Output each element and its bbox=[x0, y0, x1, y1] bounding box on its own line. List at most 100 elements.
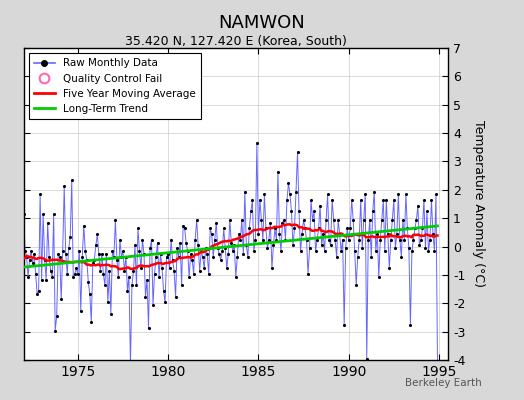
Point bbox=[427, 197, 435, 203]
Point bbox=[325, 237, 333, 243]
Point bbox=[93, 231, 102, 237]
Point bbox=[344, 237, 353, 243]
Point bbox=[223, 265, 231, 271]
Point bbox=[349, 217, 357, 223]
Point bbox=[45, 254, 53, 260]
Point bbox=[179, 222, 187, 229]
Point bbox=[66, 234, 74, 240]
Point bbox=[220, 225, 228, 232]
Point bbox=[268, 265, 276, 271]
Point bbox=[388, 217, 397, 223]
Point bbox=[214, 245, 222, 252]
Point bbox=[301, 225, 309, 232]
Point bbox=[253, 140, 261, 146]
Point bbox=[140, 251, 148, 257]
Point bbox=[293, 149, 302, 155]
Point bbox=[285, 180, 293, 186]
Point bbox=[355, 237, 364, 243]
Point bbox=[430, 248, 439, 254]
Point bbox=[372, 248, 380, 254]
Point bbox=[81, 248, 90, 254]
Point bbox=[110, 254, 118, 260]
Point bbox=[249, 248, 258, 254]
Title: 35.420 N, 127.420 E (Korea, South): 35.420 N, 127.420 E (Korea, South) bbox=[125, 35, 347, 48]
Point bbox=[242, 242, 250, 249]
Point bbox=[36, 191, 45, 198]
Point bbox=[143, 276, 151, 283]
Point bbox=[154, 240, 162, 246]
Point bbox=[311, 248, 320, 254]
Point bbox=[161, 299, 169, 306]
Point bbox=[182, 240, 190, 246]
Point bbox=[104, 299, 112, 306]
Point bbox=[227, 240, 235, 246]
Point bbox=[328, 197, 336, 203]
Point bbox=[391, 245, 399, 252]
Point bbox=[364, 237, 373, 243]
Point bbox=[107, 310, 115, 317]
Point bbox=[304, 271, 312, 277]
Point bbox=[418, 225, 427, 232]
Point bbox=[244, 254, 252, 260]
Point bbox=[375, 274, 383, 280]
Point bbox=[135, 248, 144, 254]
Point bbox=[261, 225, 270, 232]
Point bbox=[215, 251, 223, 257]
Point bbox=[168, 256, 177, 263]
Point bbox=[216, 256, 225, 263]
Point bbox=[158, 265, 166, 271]
Point bbox=[429, 231, 437, 237]
Point bbox=[272, 237, 281, 243]
Point bbox=[187, 251, 195, 257]
Point bbox=[43, 220, 52, 226]
Point bbox=[30, 251, 38, 257]
Point bbox=[326, 242, 335, 249]
Point bbox=[332, 254, 341, 260]
Point bbox=[394, 191, 402, 198]
Point bbox=[319, 231, 328, 237]
Point bbox=[232, 274, 240, 280]
Point bbox=[200, 265, 209, 271]
Point bbox=[323, 191, 332, 198]
Point bbox=[370, 188, 378, 195]
Point bbox=[409, 237, 418, 243]
Point bbox=[185, 274, 193, 280]
Point bbox=[21, 248, 29, 254]
Point bbox=[111, 217, 119, 223]
Point bbox=[426, 237, 434, 243]
Point bbox=[237, 217, 246, 223]
Point bbox=[352, 282, 361, 288]
Point bbox=[194, 242, 202, 249]
Point bbox=[102, 251, 111, 257]
Point bbox=[71, 271, 79, 277]
Point bbox=[302, 237, 311, 243]
Point bbox=[171, 293, 180, 300]
Point bbox=[90, 256, 99, 263]
Point bbox=[113, 256, 121, 263]
Point bbox=[97, 251, 106, 257]
Point bbox=[85, 290, 94, 297]
Point bbox=[245, 225, 254, 232]
Point bbox=[203, 251, 211, 257]
Point bbox=[206, 225, 214, 232]
Point bbox=[212, 220, 221, 226]
Point bbox=[190, 271, 198, 277]
Point bbox=[278, 220, 287, 226]
Point bbox=[141, 293, 150, 300]
Point bbox=[373, 231, 381, 237]
Point bbox=[25, 256, 34, 263]
Point bbox=[73, 271, 82, 277]
Point bbox=[129, 268, 138, 274]
Point bbox=[412, 217, 421, 223]
Point bbox=[40, 256, 49, 263]
Point bbox=[387, 237, 395, 243]
Point bbox=[128, 282, 136, 288]
Point bbox=[204, 271, 213, 277]
Point bbox=[156, 251, 165, 257]
Text: Berkeley Earth: Berkeley Earth bbox=[406, 378, 482, 388]
Point bbox=[24, 274, 32, 280]
Point bbox=[174, 254, 183, 260]
Point bbox=[271, 225, 279, 232]
Point bbox=[335, 231, 344, 237]
Point bbox=[23, 254, 31, 260]
